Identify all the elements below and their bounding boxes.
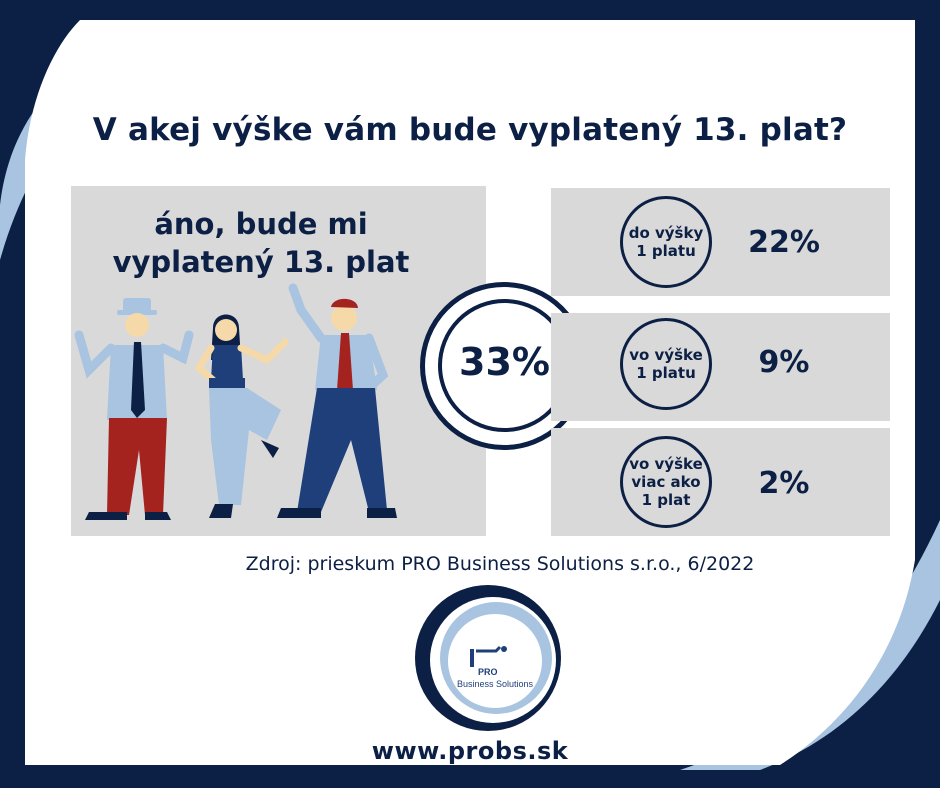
breakdown-label-2-line-2: 1 platu	[636, 364, 696, 382]
dancer-woman-icon	[194, 314, 289, 518]
main-answer-line-2: vyplatený 13. plat	[112, 245, 410, 279]
breakdown-value-2: 9%	[758, 345, 810, 380]
dancer-man-red-tie-icon	[277, 283, 397, 518]
breakdown-value-3: 2%	[758, 466, 810, 501]
breakdown-row-1	[551, 188, 890, 296]
logo-mark-icon	[470, 645, 507, 667]
main-answer-line-1: áno, bude mi	[154, 207, 368, 241]
breakdown-label-circle-3: vo výške viac ako 1 plat	[620, 436, 712, 528]
breakdown-row-2	[551, 313, 890, 421]
breakdown-label-2-line-1: vo výške	[629, 346, 703, 364]
main-answer-heading: áno, bude mi vyplatený 13. plat	[71, 205, 451, 281]
breakdown-label-1-line-1: do výšky	[628, 224, 704, 242]
breakdown-label-circle-2: vo výške 1 platu	[620, 318, 712, 410]
breakdown-row-3	[551, 428, 890, 536]
breakdown-value-1: 22%	[748, 225, 820, 260]
logo-center	[448, 614, 542, 708]
dancer-man-hat-icon	[74, 298, 194, 520]
main-percent-value: 33%	[459, 340, 550, 384]
logo-pro-text: PRO	[478, 667, 498, 677]
logo-company-name: Business Solutions	[456, 679, 534, 689]
breakdown-label-3-line-2: viac ako	[631, 473, 701, 491]
dancing-people-illustration	[74, 283, 397, 520]
source-note: Zdroj: prieskum PRO Business Solutions s…	[245, 553, 755, 575]
main-percent-inner-ring	[438, 299, 571, 432]
breakdown-label-1-line-2: 1 platu	[636, 242, 696, 260]
breakdown-label-3-line-3: 1 plat	[641, 491, 691, 509]
website-link[interactable]: www.probs.sk	[371, 737, 569, 765]
page-title: V akej výške vám bude vyplatený 13. plat…	[92, 112, 848, 148]
breakdown-label-3-line-1: vo výške	[629, 455, 703, 473]
breakdown-label-circle-1: do výšky 1 platu	[620, 196, 712, 288]
